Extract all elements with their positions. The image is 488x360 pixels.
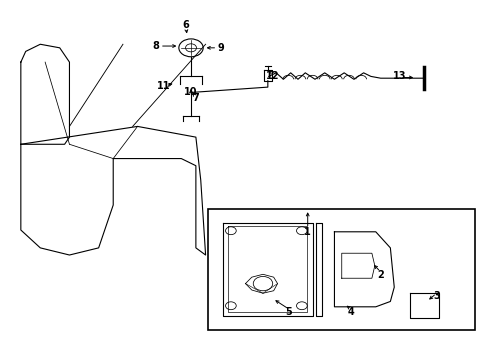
Text: 2: 2: [377, 270, 383, 280]
Text: 11: 11: [156, 81, 170, 91]
Text: 10: 10: [184, 87, 197, 98]
Text: 3: 3: [432, 291, 439, 301]
Text: 13: 13: [392, 71, 406, 81]
Text: 5: 5: [285, 307, 291, 317]
Text: 1: 1: [304, 227, 310, 237]
Text: 12: 12: [265, 71, 279, 81]
Text: 9: 9: [217, 43, 224, 53]
Text: 8: 8: [152, 41, 159, 51]
Text: 6: 6: [183, 19, 189, 30]
Text: 4: 4: [347, 307, 354, 317]
Text: 7: 7: [192, 93, 199, 103]
